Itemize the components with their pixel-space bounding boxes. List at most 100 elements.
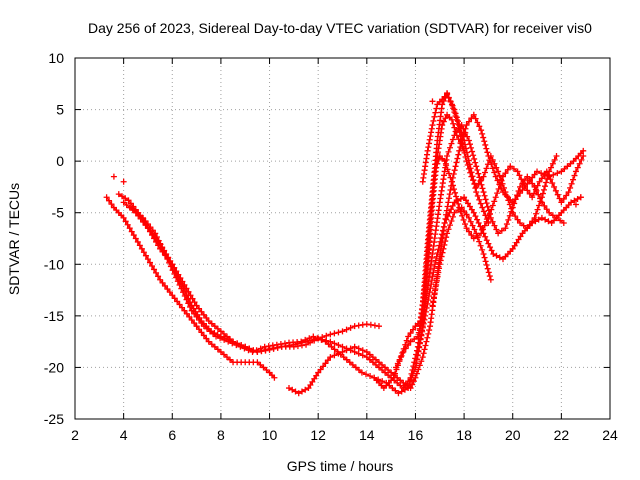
data-point bbox=[460, 125, 467, 132]
data-point bbox=[429, 302, 436, 309]
data-point bbox=[446, 195, 453, 202]
data-point bbox=[147, 224, 154, 231]
data-point bbox=[487, 276, 494, 283]
data-point bbox=[167, 263, 174, 270]
data-point bbox=[496, 172, 503, 179]
data-point bbox=[554, 191, 561, 198]
data-point bbox=[445, 148, 452, 155]
data-point bbox=[533, 187, 540, 194]
x-axis-ticks: 2 4 6 8 10 12 14 16 18 20 22 24 bbox=[71, 58, 618, 443]
data-point bbox=[510, 165, 517, 172]
x-tick-label: 10 bbox=[262, 427, 278, 443]
data-point bbox=[414, 333, 421, 340]
data-point bbox=[169, 267, 176, 274]
data-point bbox=[398, 352, 405, 359]
data-point bbox=[257, 345, 264, 352]
data-point bbox=[305, 385, 312, 392]
data-point bbox=[486, 211, 493, 218]
data-point bbox=[517, 183, 524, 190]
data-point bbox=[196, 305, 203, 312]
data-point bbox=[503, 193, 510, 200]
data-point bbox=[433, 164, 440, 171]
data-point bbox=[489, 218, 496, 225]
data-point bbox=[401, 386, 408, 393]
data-point bbox=[465, 214, 472, 221]
data-point bbox=[512, 213, 519, 220]
data-point bbox=[181, 292, 188, 299]
data-point bbox=[367, 321, 374, 328]
series-line bbox=[414, 196, 582, 368]
x-tick-label: 2 bbox=[71, 427, 79, 443]
data-point bbox=[403, 337, 410, 344]
data-point bbox=[435, 269, 442, 276]
data-point bbox=[526, 177, 533, 184]
data-point bbox=[339, 343, 346, 350]
data-point bbox=[335, 342, 342, 349]
data-point bbox=[507, 163, 514, 170]
data-point bbox=[472, 159, 479, 166]
y-axis-ticks: 10 5 0 -5 -10 -15 -20 -25 bbox=[44, 50, 610, 427]
data-point bbox=[492, 194, 499, 201]
data-point bbox=[451, 209, 458, 216]
data-point bbox=[444, 90, 451, 97]
data-point bbox=[200, 323, 207, 330]
data-point bbox=[223, 333, 230, 340]
data-point bbox=[413, 360, 420, 367]
data-point bbox=[193, 313, 200, 320]
data-point bbox=[479, 185, 486, 192]
data-point bbox=[347, 345, 354, 352]
data-point bbox=[302, 386, 309, 393]
data-point bbox=[580, 147, 587, 154]
data-point bbox=[576, 160, 583, 167]
data-point bbox=[137, 212, 144, 219]
data-point bbox=[483, 200, 490, 207]
data-point bbox=[557, 217, 564, 224]
data-point bbox=[558, 199, 565, 206]
data-point bbox=[474, 192, 481, 199]
data-point bbox=[407, 330, 414, 337]
data-point bbox=[241, 345, 248, 352]
data-point bbox=[455, 207, 462, 214]
data-point bbox=[465, 228, 472, 235]
data-point bbox=[295, 390, 302, 397]
data-point bbox=[564, 163, 571, 170]
data-point bbox=[422, 308, 429, 315]
data-point bbox=[409, 381, 416, 388]
data-point bbox=[470, 177, 477, 184]
series-trace-9 bbox=[429, 204, 494, 309]
y-axis-label: SDTVAR / TECUs bbox=[6, 183, 22, 295]
data-point bbox=[482, 258, 489, 265]
data-point bbox=[343, 347, 350, 354]
data-point bbox=[445, 226, 452, 233]
data-point bbox=[142, 252, 149, 259]
data-point bbox=[324, 357, 331, 364]
data-point bbox=[463, 197, 470, 204]
data-point bbox=[493, 252, 500, 259]
data-point bbox=[411, 336, 418, 343]
data-point bbox=[313, 372, 320, 379]
data-point bbox=[473, 189, 480, 196]
data-point bbox=[558, 168, 565, 175]
data-point bbox=[543, 206, 550, 213]
data-point bbox=[421, 316, 428, 323]
data-point bbox=[514, 216, 521, 223]
data-point bbox=[466, 203, 473, 210]
data-point bbox=[458, 122, 465, 129]
data-point bbox=[412, 364, 419, 371]
data-point bbox=[479, 246, 486, 253]
data-point bbox=[310, 333, 317, 340]
data-point bbox=[419, 324, 426, 331]
data-point bbox=[454, 121, 461, 128]
plot-frame bbox=[74, 57, 611, 420]
data-point bbox=[157, 276, 164, 283]
data-point bbox=[372, 361, 379, 368]
data-point bbox=[568, 199, 575, 206]
data-point bbox=[459, 212, 466, 219]
data-point bbox=[537, 198, 544, 205]
data-point bbox=[320, 363, 327, 370]
data-point bbox=[472, 115, 479, 122]
data-point bbox=[407, 338, 414, 345]
data-point bbox=[214, 325, 221, 332]
data-point bbox=[536, 178, 543, 185]
data-point bbox=[395, 390, 402, 397]
